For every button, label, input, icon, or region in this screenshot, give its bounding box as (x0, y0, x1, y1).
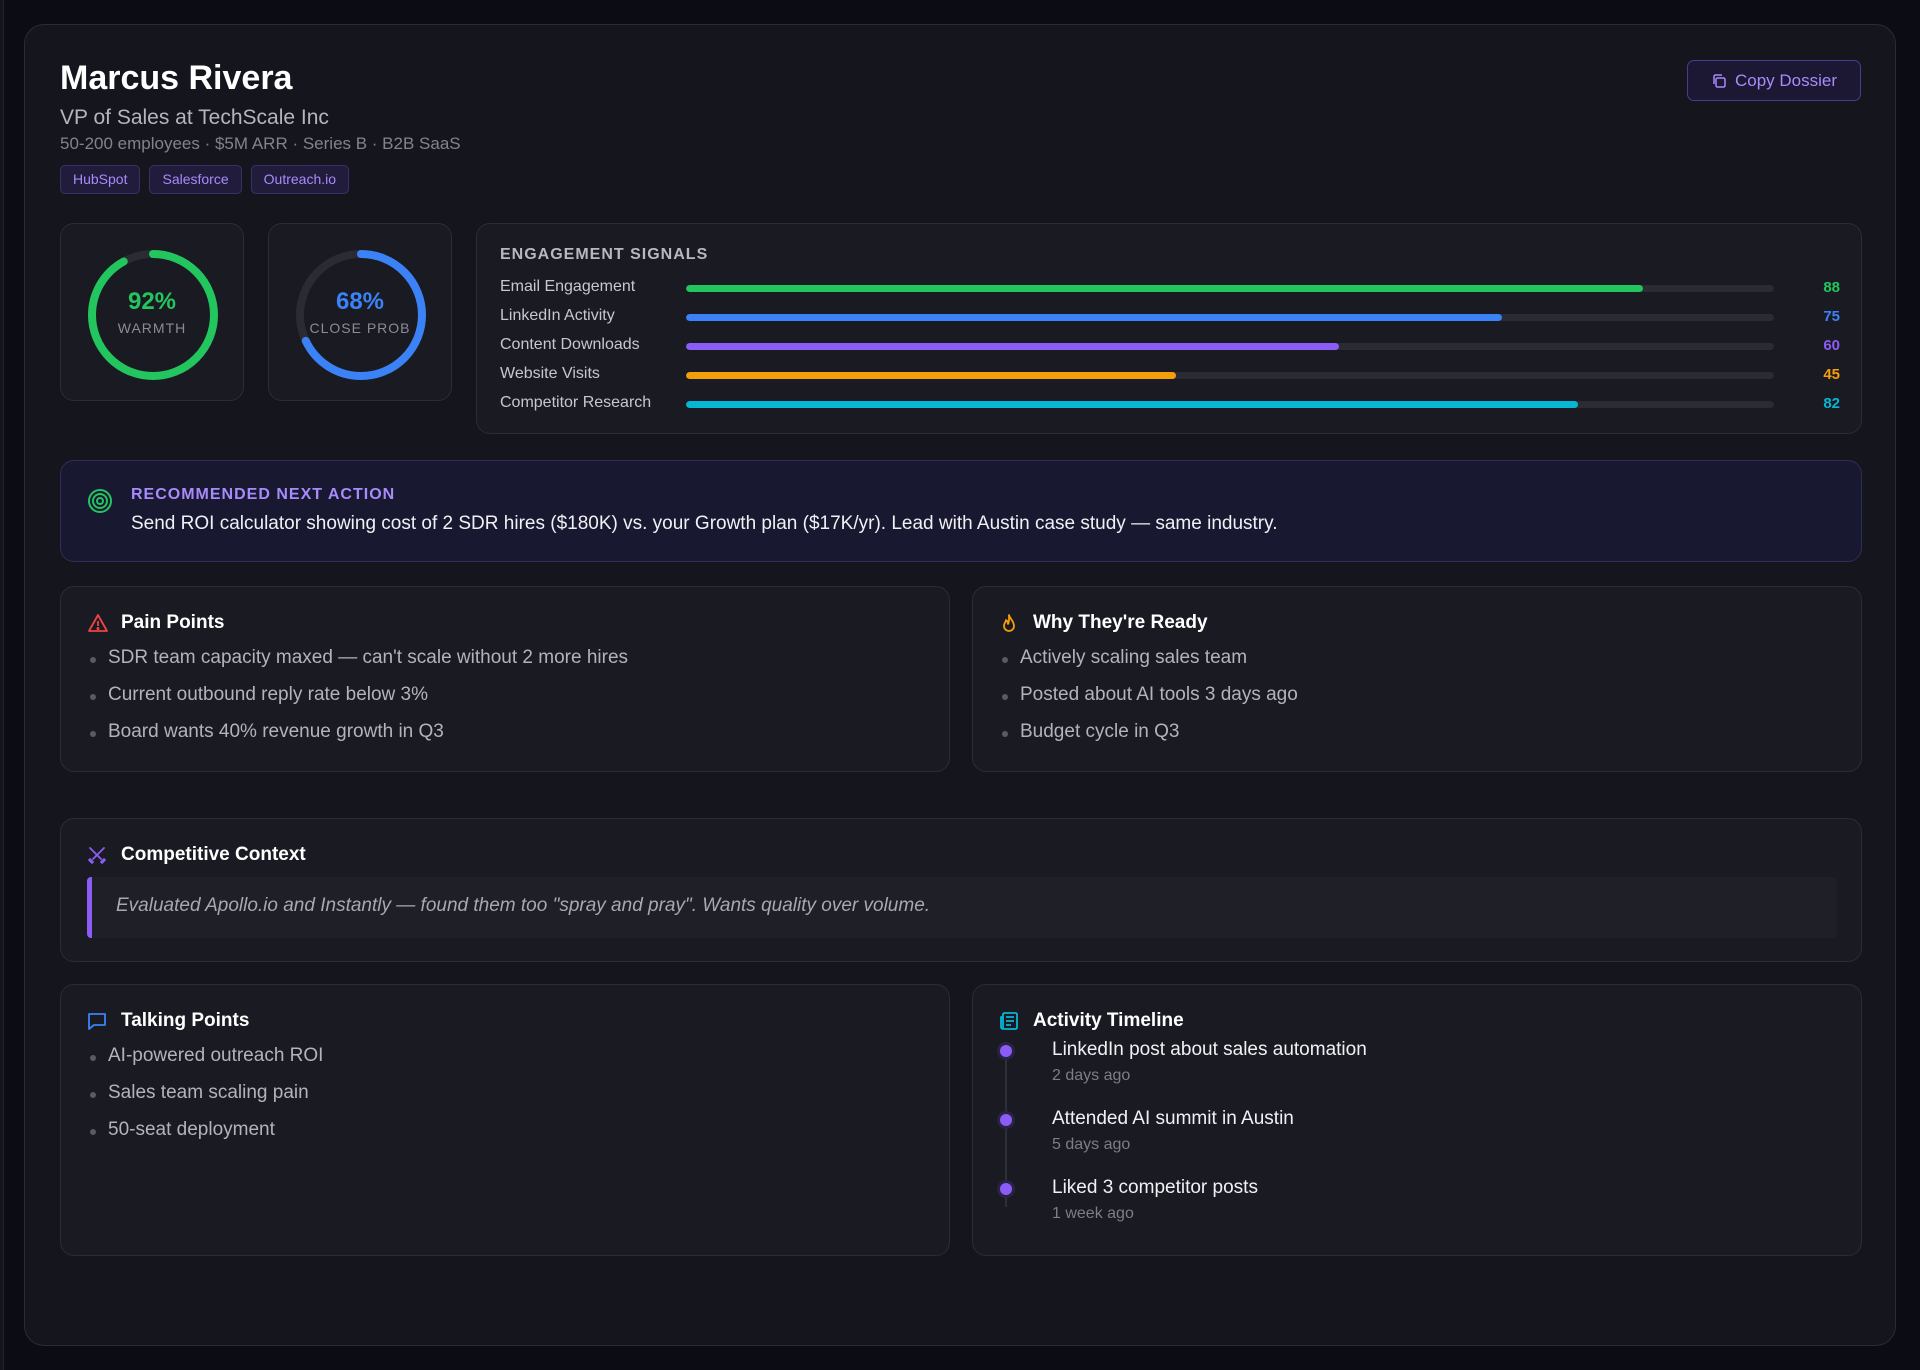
timeline-item: Liked 3 competitor posts 1 week ago (1000, 1177, 1700, 1237)
warmth-value: 92% (127, 288, 177, 315)
swords-icon (88, 847, 106, 864)
copy-icon (1713, 73, 1726, 88)
pain-points-panel: Pain Points SDR team capacity maxed — ca… (60, 586, 950, 772)
timeline-item-title: Liked 3 competitor posts (1052, 1177, 1258, 1198)
activity-timeline-panel: Activity Timeline LinkedIn post about sa… (972, 984, 1862, 1256)
signal-row: LinkedIn Activity 75 (500, 307, 1840, 327)
close-prob-label: CLOSE PROB (309, 320, 411, 336)
signal-value: 75 (1823, 308, 1840, 325)
warmth-label: WARMTH (117, 320, 187, 336)
target-icon (88, 489, 112, 513)
close-prob-score-card: 68% CLOSE PROB (268, 223, 452, 401)
signal-row: Email Engagement 88 (500, 278, 1840, 298)
close-prob-value: 68% (335, 288, 385, 315)
list-item: Budget cycle in Q3 (1000, 721, 1298, 758)
timeline-item: LinkedIn post about sales automation 2 d… (1000, 1039, 1700, 1099)
signal-row: Website Visits 45 (500, 365, 1840, 385)
timeline-item-time: 1 week ago (1052, 1205, 1134, 1222)
signal-label: Email Engagement (500, 278, 636, 295)
competitive-context-panel: Competitive Context Evaluated Apollo.io … (60, 818, 1862, 962)
recommended-action-text: Send ROI calculator showing cost of 2 SD… (131, 513, 1278, 534)
signal-bar (686, 401, 1774, 408)
tech-stack-tags: HubSpot Salesforce Outreach.io (60, 165, 350, 194)
list-item: SDR team capacity maxed — can't scale wi… (88, 647, 628, 684)
timeline-dot (1000, 1045, 1012, 1057)
timeline-item-time: 2 days ago (1052, 1067, 1131, 1084)
list-item: AI-powered outreach ROI (88, 1045, 323, 1082)
timeline-item: Attended AI summit in Austin 5 days ago (1000, 1108, 1700, 1168)
left-edge-panel (0, 0, 4, 1370)
contact-name: Marcus Rivera (60, 59, 293, 97)
activity-timeline-title: Activity Timeline (1033, 1010, 1184, 1031)
timeline-line (1005, 1047, 1007, 1207)
competitive-quote: Evaluated Apollo.io and Instantly — foun… (87, 877, 1837, 938)
signal-bar (686, 343, 1774, 350)
signal-label: LinkedIn Activity (500, 307, 615, 324)
signal-value: 45 (1823, 366, 1840, 383)
close-prob-ring (296, 250, 426, 380)
why-ready-list: Actively scaling sales team Posted about… (1000, 647, 1298, 758)
engagement-signals-panel: ENGAGEMENT SIGNALS Email Engagement 88 L… (476, 223, 1862, 434)
pain-points-title: Pain Points (121, 612, 225, 633)
contact-role: VP of Sales at TechScale Inc (60, 106, 329, 129)
signal-value: 82 (1823, 395, 1840, 412)
list-item: Posted about AI tools 3 days ago (1000, 684, 1298, 721)
tag-hubspot: HubSpot (60, 165, 141, 194)
company-meta: 50-200 employees · $5M ARR · Series B · … (60, 134, 461, 153)
copy-dossier-label: Copy Dossier (1734, 70, 1838, 90)
warmth-score-card: 92% WARMTH (60, 223, 244, 401)
pain-points-list: SDR team capacity maxed — can't scale wi… (88, 647, 628, 758)
signal-label: Content Downloads (500, 336, 640, 353)
dossier-card: Marcus Rivera VP of Sales at TechScale I… (24, 24, 1896, 1346)
warning-icon (88, 614, 108, 632)
signal-label: Competitor Research (500, 394, 652, 411)
list-item: Board wants 40% revenue growth in Q3 (88, 721, 628, 758)
competitive-quote-text: Evaluated Apollo.io and Instantly — foun… (116, 895, 931, 916)
why-ready-title: Why They're Ready (1033, 612, 1208, 633)
tag-outreach: Outreach.io (250, 165, 350, 194)
engagement-title: ENGAGEMENT SIGNALS (500, 246, 709, 263)
signal-row: Content Downloads 60 (500, 336, 1840, 356)
signal-value: 60 (1823, 337, 1840, 354)
list-item: Current outbound reply rate below 3% (88, 684, 628, 721)
flame-icon (1003, 614, 1015, 632)
copy-dossier-button[interactable]: Copy Dossier (1687, 60, 1861, 101)
recommended-action-panel: RECOMMENDED NEXT ACTION Send ROI calcula… (60, 460, 1862, 562)
warmth-ring (88, 250, 218, 380)
signal-label: Website Visits (500, 365, 600, 382)
newspaper-icon (1000, 1012, 1018, 1030)
signal-value: 88 (1823, 279, 1840, 296)
signal-row: Competitor Research 82 (500, 394, 1840, 414)
talking-points-title: Talking Points (121, 1010, 250, 1031)
chat-bubble-icon (88, 1013, 106, 1030)
signal-bar (686, 314, 1774, 321)
list-item: Sales team scaling pain (88, 1082, 323, 1119)
list-item: Actively scaling sales team (1000, 647, 1298, 684)
competitive-context-title: Competitive Context (121, 844, 306, 865)
list-item: 50-seat deployment (88, 1119, 323, 1156)
why-ready-panel: Why They're Ready Actively scaling sales… (972, 586, 1862, 772)
tag-salesforce: Salesforce (149, 165, 242, 194)
talking-points-list: AI-powered outreach ROI Sales team scali… (88, 1045, 323, 1156)
timeline-item-time: 5 days ago (1052, 1136, 1131, 1153)
timeline-item-title: LinkedIn post about sales automation (1052, 1039, 1367, 1060)
timeline-dot (1000, 1114, 1012, 1126)
talking-points-panel: Talking Points AI-powered outreach ROI S… (60, 984, 950, 1256)
signal-bar (686, 372, 1774, 379)
timeline-item-title: Attended AI summit in Austin (1052, 1108, 1294, 1129)
timeline-dot (1000, 1183, 1012, 1195)
signal-bar (686, 285, 1774, 292)
recommended-action-label: RECOMMENDED NEXT ACTION (131, 486, 396, 503)
